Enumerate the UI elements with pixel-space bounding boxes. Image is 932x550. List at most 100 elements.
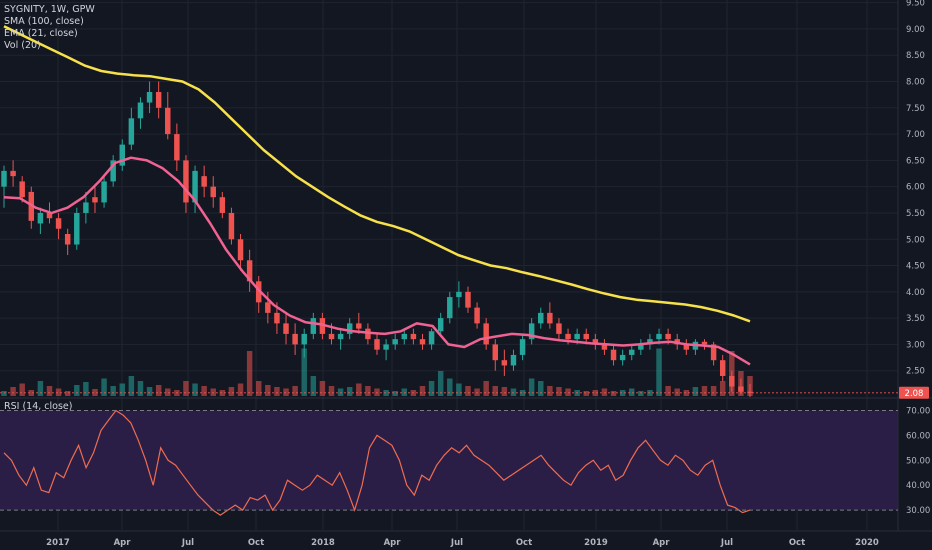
volume-bar: [274, 387, 280, 396]
volume-bar: [492, 386, 498, 396]
volume-bar: [401, 388, 408, 396]
candle-body: [201, 176, 207, 187]
candle-body: [101, 181, 107, 203]
candle-body: [292, 333, 298, 345]
x-tick-label: Jul: [450, 538, 463, 548]
volume-bar: [192, 383, 198, 396]
candle-body: [374, 339, 380, 350]
volume-bar: [256, 381, 262, 396]
candle-body: [538, 312, 544, 324]
volume-bars: [1, 348, 753, 396]
candle-body: [319, 318, 326, 334]
volume-bar: [701, 386, 708, 396]
volume-bar: [501, 387, 508, 396]
volume-bar: [674, 388, 680, 396]
candle-body: [392, 339, 398, 345]
volume-bar: [246, 351, 253, 396]
price-tick-label: 8.00: [906, 78, 925, 88]
volume-bar: [374, 388, 380, 396]
candle-body: [183, 160, 189, 203]
candle-body: [155, 92, 162, 108]
volume-bar: [556, 387, 562, 396]
volume-bar: [37, 381, 44, 396]
x-tick-label: Jul: [181, 538, 194, 548]
candle-body: [501, 360, 508, 366]
volume-bar: [719, 381, 726, 396]
legend-sma[interactable]: SMA (100, close): [4, 16, 84, 27]
volume-bar: [592, 390, 599, 396]
volume-bar: [565, 388, 571, 396]
volume-bar: [301, 348, 307, 396]
candle-body: [165, 107, 171, 135]
price-tick-label: 5.00: [906, 235, 925, 245]
volume-bar: [155, 385, 162, 396]
price-tick-label: 3.50: [906, 314, 925, 324]
legend-ema[interactable]: EMA (21, close): [4, 28, 78, 39]
volume-bar: [583, 391, 589, 396]
candle-body: [719, 360, 726, 376]
candle-body: [565, 333, 571, 340]
candlesticks: [1, 81, 753, 397]
x-tick-label: Apr: [114, 538, 132, 548]
volume-bar: [28, 390, 35, 396]
candle-body: [283, 323, 289, 334]
volume-bar: [265, 385, 271, 396]
candle-body: [356, 323, 362, 329]
volume-bar: [319, 381, 326, 396]
volume-bar: [165, 388, 171, 396]
volume-bar: [538, 381, 544, 396]
legend-rsi[interactable]: RSI (14, close): [4, 401, 73, 412]
candle-body: [137, 102, 144, 119]
legend: SYGNITY, 1W, GPW SMA (100, close) EMA (2…: [4, 4, 95, 52]
candle-body: [210, 186, 216, 198]
volume-bar: [383, 390, 389, 396]
volume-bar: [283, 388, 289, 396]
candle-body: [92, 197, 98, 203]
candle-body: [701, 341, 708, 345]
candle-body: [237, 239, 244, 261]
volume-bar: [46, 386, 53, 396]
volume-bar: [128, 376, 135, 396]
candle-body: [665, 333, 671, 340]
candle-body: [383, 344, 389, 350]
x-tick-label: 2020: [855, 538, 879, 548]
price-tick-label: 6.00: [906, 183, 925, 193]
volume-bar: [119, 383, 125, 396]
candle-body: [547, 312, 553, 324]
volume-bar: [629, 388, 635, 396]
volume-bar: [665, 386, 671, 396]
rsi-tick-label: 60.00: [906, 431, 930, 441]
legend-title[interactable]: SYGNITY, 1W, GPW: [4, 4, 95, 15]
volume-bar: [1, 391, 7, 396]
volume-bar: [219, 390, 226, 396]
candle-body: [647, 339, 653, 345]
x-tick-label: 2018: [311, 538, 335, 548]
volume-bar: [638, 391, 644, 396]
x-tick-label: Oct: [789, 538, 805, 548]
candle-body: [729, 375, 735, 387]
rsi-tick-label: 30.00: [906, 506, 930, 516]
candle-body: [638, 344, 644, 350]
candle-body: [683, 344, 690, 350]
volume-bar: [183, 381, 189, 396]
candle-body: [1, 170, 7, 187]
candle-body: [492, 344, 498, 361]
candle-body: [301, 333, 307, 345]
candle-body: [447, 297, 453, 319]
rsi-tick-label: 40.00: [906, 481, 930, 491]
legend-vol[interactable]: Vol (20): [4, 40, 41, 51]
candle-body: [510, 354, 517, 366]
candle-body: [228, 212, 235, 240]
candle-body: [465, 291, 471, 308]
volume-bar: [356, 383, 362, 396]
candle-body: [428, 331, 435, 345]
candle-body: [256, 281, 262, 303]
volume-bar: [310, 376, 317, 396]
volume-bar: [474, 388, 480, 396]
candle-body: [619, 354, 626, 361]
x-tick-label: Jul: [720, 538, 733, 548]
price-tick-label: 2.50: [906, 367, 925, 377]
candle-body: [174, 134, 180, 161]
candle-body: [583, 333, 589, 340]
x-tick-label: 2019: [584, 538, 608, 548]
